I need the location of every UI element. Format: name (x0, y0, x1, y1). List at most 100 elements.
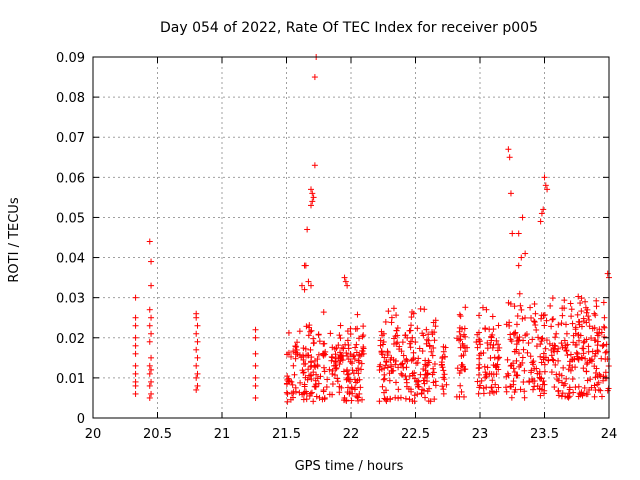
data-point (520, 378, 527, 385)
data-point (340, 345, 347, 352)
data-point (407, 327, 414, 334)
data-point (530, 386, 537, 393)
data-point (347, 358, 354, 365)
data-point (344, 337, 351, 344)
data-point (410, 349, 417, 356)
data-point (527, 304, 534, 311)
data-point (443, 381, 450, 388)
data-point (584, 377, 591, 384)
data-point (430, 344, 437, 351)
data-point (417, 305, 424, 312)
data-point (456, 328, 463, 335)
data-point (420, 365, 427, 372)
data-point (334, 378, 341, 385)
data-point (502, 384, 509, 391)
data-point (411, 392, 418, 399)
data-point (193, 346, 200, 353)
data-point (476, 312, 483, 319)
data-point (336, 349, 343, 356)
data-point (284, 376, 291, 383)
data-point (307, 346, 314, 353)
data-point (538, 312, 545, 319)
data-point (438, 359, 445, 366)
data-point (300, 396, 307, 403)
data-point (508, 362, 515, 369)
data-point (484, 345, 491, 352)
data-point (347, 325, 354, 332)
data-point (409, 309, 416, 316)
data-point (513, 341, 520, 348)
data-point (583, 336, 590, 343)
data-point (578, 308, 585, 315)
data-point (358, 366, 365, 373)
data-point (513, 346, 520, 353)
data-point (431, 360, 438, 367)
data-point (308, 186, 315, 193)
data-point (508, 394, 515, 401)
data-point (403, 376, 410, 383)
data-point (475, 390, 482, 397)
data-point (344, 375, 351, 382)
data-point (493, 388, 500, 395)
data-point (301, 383, 308, 390)
data-point (561, 297, 568, 304)
data-point (482, 369, 489, 376)
data-point (132, 322, 139, 329)
data-point (408, 322, 415, 329)
data-point (594, 347, 601, 354)
data-point (397, 361, 404, 368)
data-point (349, 360, 356, 367)
data-point (559, 390, 566, 397)
data-point (383, 359, 390, 366)
data-point (558, 320, 565, 327)
data-point (487, 341, 494, 348)
data-point (315, 331, 322, 338)
data-point (535, 334, 542, 341)
data-point (388, 314, 395, 321)
data-point (427, 398, 434, 405)
data-point (513, 357, 520, 364)
data-point (538, 335, 545, 342)
data-point (488, 334, 495, 341)
data-point (132, 362, 139, 369)
data-point (393, 327, 400, 334)
data-point (476, 352, 483, 359)
data-point (561, 337, 568, 344)
data-point (353, 341, 360, 348)
data-point (585, 313, 592, 320)
data-point (441, 353, 448, 360)
data-point (381, 371, 388, 378)
data-point (410, 356, 417, 363)
data-point (553, 330, 560, 337)
data-point (360, 343, 367, 350)
data-point (537, 392, 544, 399)
data-point (302, 360, 309, 367)
data-point (475, 365, 482, 372)
data-point (527, 353, 534, 360)
data-point (454, 365, 461, 372)
data-point (548, 352, 555, 359)
data-point (356, 335, 363, 342)
data-point (578, 295, 585, 302)
data-point (356, 390, 363, 397)
data-point (602, 349, 609, 356)
data-point (461, 344, 468, 351)
data-point (289, 381, 296, 388)
data-point (575, 293, 582, 300)
data-point (148, 378, 155, 385)
data-point (585, 316, 592, 323)
data-point (148, 314, 155, 321)
data-point (334, 375, 341, 382)
data-point (425, 331, 432, 338)
data-point (602, 356, 609, 363)
data-point (592, 350, 599, 357)
data-point (506, 319, 513, 326)
data-point (542, 182, 549, 189)
data-point (564, 352, 571, 359)
data-point (594, 338, 601, 345)
data-point (507, 383, 514, 390)
data-point (310, 398, 317, 405)
data-point (489, 313, 496, 320)
data-point (474, 378, 481, 385)
data-point (351, 356, 358, 363)
